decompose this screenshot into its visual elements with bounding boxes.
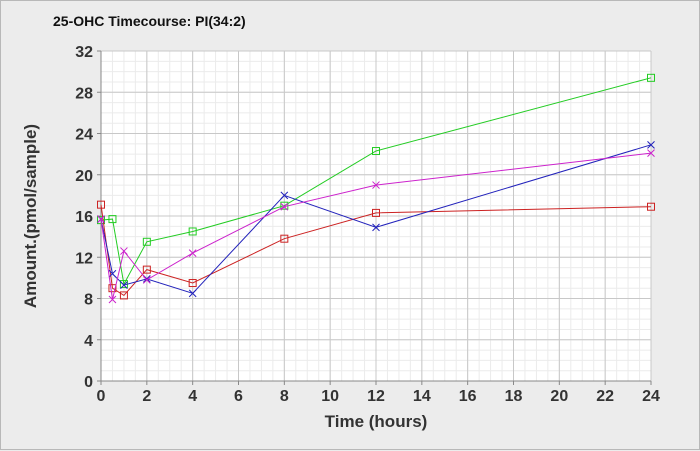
series-4	[97, 149, 655, 304]
data-point-marker	[108, 295, 117, 304]
x-tick-label: 2	[142, 388, 151, 405]
x-tick-label: 0	[97, 388, 106, 405]
data-point-marker	[97, 216, 105, 225]
data-point-marker	[119, 291, 128, 300]
y-tick-label: 28	[75, 85, 93, 102]
x-tick-label: 4	[188, 388, 197, 405]
y-axis-label: Amount.(pmol/sample)	[21, 124, 40, 308]
data-point-marker	[188, 279, 197, 288]
data-point-marker	[142, 276, 151, 284]
data-point-marker	[647, 140, 655, 149]
data-point-marker	[372, 208, 380, 217]
data-point-marker	[372, 147, 380, 156]
series-3	[97, 140, 655, 298]
y-tick-label: 4	[84, 333, 93, 350]
data-point-marker	[108, 215, 117, 224]
x-tick-label: 14	[413, 388, 431, 405]
x-tick-label: 18	[505, 388, 523, 405]
y-tick-label: 8	[84, 292, 93, 309]
data-point-marker	[280, 191, 289, 200]
data-point-marker	[647, 149, 655, 157]
x-tick-label: 8	[280, 388, 289, 405]
y-tick-label: 20	[75, 168, 93, 185]
y-tick-label: 24	[75, 127, 93, 144]
data-point-marker	[647, 73, 655, 82]
y-tick-labels: 0 4 8 12 16 20 24 28 32	[75, 44, 101, 391]
x-tick-label: 22	[596, 388, 614, 405]
data-point-marker	[188, 249, 197, 257]
y-tick-label: 0	[84, 374, 93, 391]
data-point-marker	[142, 237, 151, 246]
series-layer	[97, 73, 655, 304]
data-point-marker	[647, 202, 655, 211]
x-axis-label: Time (hours)	[325, 412, 428, 431]
x-tick-labels: 0 2 4 6 8 10 12 14 16 18 20 22 24	[97, 381, 660, 405]
series-line	[100, 152, 652, 300]
data-point-marker	[372, 181, 380, 189]
data-point-marker	[280, 202, 289, 211]
data-point-marker	[120, 247, 128, 255]
data-point-marker	[280, 234, 289, 243]
data-point-marker	[188, 227, 197, 236]
x-tick-label: 20	[550, 388, 568, 405]
data-point-marker	[120, 281, 128, 289]
y-tick-label: 16	[75, 209, 93, 226]
data-point-marker	[97, 215, 105, 223]
data-point-marker	[188, 289, 197, 298]
data-point-marker	[142, 265, 151, 274]
data-point-marker	[108, 284, 117, 293]
series-line	[100, 77, 652, 286]
y-tick-label: 32	[75, 44, 93, 61]
data-point-marker	[108, 269, 117, 278]
x-tick-label: 24	[642, 388, 660, 405]
x-tick-label: 16	[459, 388, 477, 405]
chart-title: 25-OHC Timecourse: PI(34:2)	[53, 13, 246, 29]
y-tick-label: 12	[75, 250, 93, 267]
data-point-marker	[372, 223, 380, 232]
x-tick-label: 10	[321, 388, 339, 405]
x-tick-label: 6	[234, 388, 243, 405]
x-tick-label: 12	[367, 388, 385, 405]
series-1	[97, 73, 655, 289]
data-point-marker	[97, 200, 105, 209]
